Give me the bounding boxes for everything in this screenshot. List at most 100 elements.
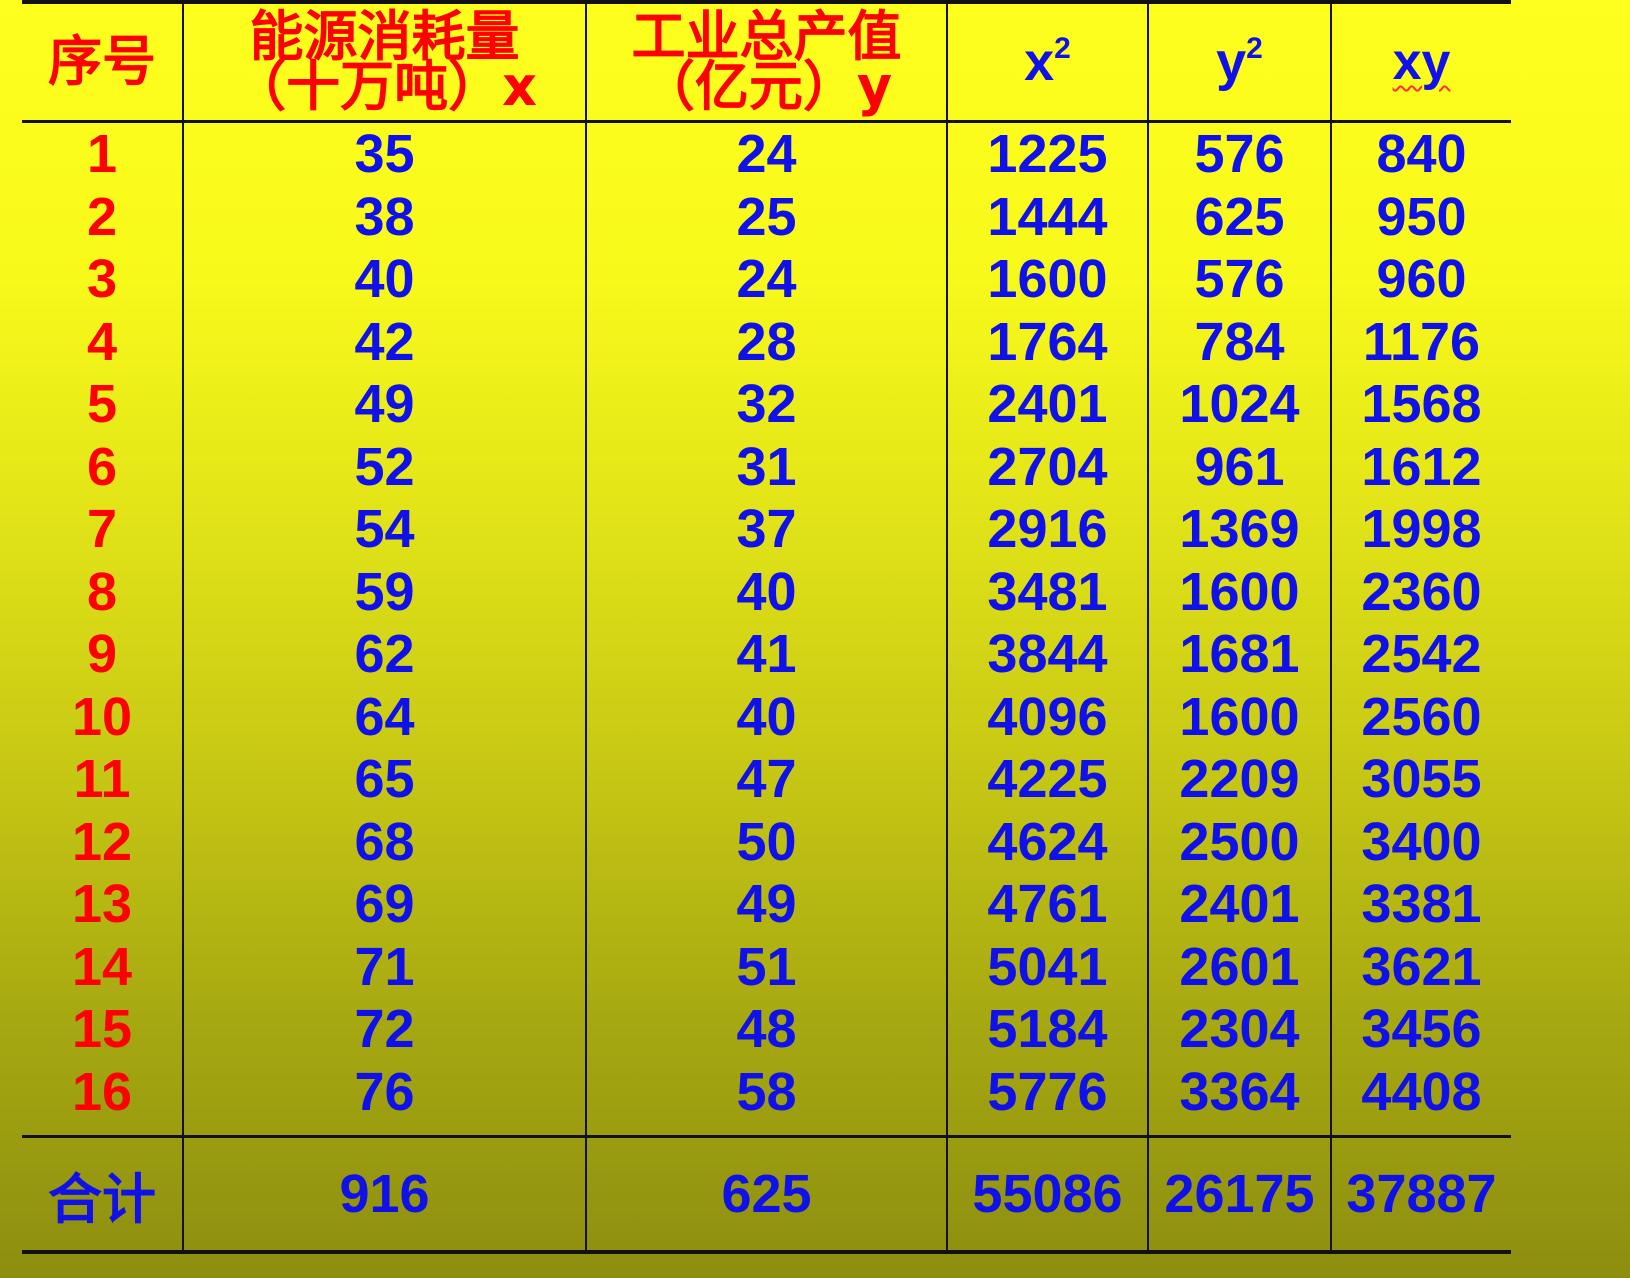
cell-index: 16: [22, 1060, 184, 1137]
cell-xy: 4408: [1330, 1060, 1511, 1137]
cell-index: 6: [22, 435, 184, 498]
cell-y2: 625: [1147, 185, 1332, 248]
cell-x2: 4761: [946, 873, 1149, 936]
table-row: 8 59 40 3481 1600 2360: [22, 560, 1511, 623]
table-row: 14 71 51 5041 2601 3621: [22, 935, 1511, 998]
cell-x: 64: [182, 685, 587, 748]
cell-xy: 1176: [1330, 310, 1511, 373]
cell-y2: 1024: [1147, 373, 1332, 436]
cell-index: 3: [22, 248, 184, 311]
cell-x: 52: [182, 435, 587, 498]
cell-x: 59: [182, 560, 587, 623]
header-y2: y2: [1147, 0, 1332, 123]
header-x2-exponent: 2: [1054, 32, 1071, 65]
cell-xy: 1998: [1330, 498, 1511, 561]
cell-y2: 1600: [1147, 685, 1332, 748]
cell-y2: 784: [1147, 310, 1332, 373]
cell-index: 8: [22, 560, 184, 623]
cell-y: 40: [585, 685, 948, 748]
cell-y: 31: [585, 435, 948, 498]
header-xy-label: xy: [1392, 33, 1451, 91]
cell-y: 41: [585, 623, 948, 686]
header-x2-base: x: [1024, 32, 1055, 92]
cell-y2: 576: [1147, 248, 1332, 311]
header-index-label: 序号: [48, 30, 156, 93]
data-table: 序号 能源消耗量 （十万吨）x 工业总产值 （亿元）y x2 y2 xy: [22, 0, 1511, 1254]
cell-x2: 5041: [946, 935, 1149, 998]
cell-xy: 2542: [1330, 623, 1511, 686]
cell-y: 58: [585, 1060, 948, 1137]
cell-index: 2: [22, 185, 184, 248]
total-x: 916: [182, 1135, 587, 1254]
cell-xy: 1568: [1330, 373, 1511, 436]
table-row: 4 42 28 1764 784 1176: [22, 310, 1511, 373]
cell-x2: 4225: [946, 748, 1149, 811]
cell-x2: 1444: [946, 185, 1149, 248]
cell-x: 38: [182, 185, 587, 248]
cell-y: 32: [585, 373, 948, 436]
cell-x2: 1225: [946, 121, 1149, 186]
cell-y: 28: [585, 310, 948, 373]
cell-index: 5: [22, 373, 184, 436]
cell-x: 76: [182, 1060, 587, 1137]
cell-xy: 960: [1330, 248, 1511, 311]
header-xy: xy: [1330, 0, 1511, 123]
total-xy: 37887: [1330, 1135, 1511, 1254]
header-y2-exponent: 2: [1246, 32, 1263, 65]
total-label: 合计: [22, 1135, 184, 1254]
cell-xy: 3456: [1330, 998, 1511, 1061]
total-y: 625: [585, 1135, 948, 1254]
cell-x: 49: [182, 373, 587, 436]
table-row: 12 68 50 4624 2500 3400: [22, 810, 1511, 873]
table-row: 6 52 31 2704 961 1612: [22, 435, 1511, 498]
cell-y2: 1600: [1147, 560, 1332, 623]
cell-y: 51: [585, 935, 948, 998]
header-x2-label: x2: [1024, 32, 1071, 92]
cell-y2: 1681: [1147, 623, 1332, 686]
cell-x: 71: [182, 935, 587, 998]
cell-y2: 3364: [1147, 1060, 1332, 1137]
cell-xy: 2560: [1330, 685, 1511, 748]
cell-x: 62: [182, 623, 587, 686]
table-row: 10 64 40 4096 1600 2560: [22, 685, 1511, 748]
cell-x: 72: [182, 998, 587, 1061]
table-row: 2 38 25 1444 625 950: [22, 185, 1511, 248]
cell-y2: 2601: [1147, 935, 1332, 998]
cell-xy: 950: [1330, 185, 1511, 248]
cell-x2: 1764: [946, 310, 1149, 373]
total-y2: 26175: [1147, 1135, 1332, 1254]
cell-index: 4: [22, 310, 184, 373]
cell-x: 40: [182, 248, 587, 311]
cell-index: 7: [22, 498, 184, 561]
cell-x: 69: [182, 873, 587, 936]
cell-y: 24: [585, 248, 948, 311]
cell-x2: 4624: [946, 810, 1149, 873]
cell-y: 40: [585, 560, 948, 623]
cell-xy: 3621: [1330, 935, 1511, 998]
cell-xy: 3400: [1330, 810, 1511, 873]
cell-index: 12: [22, 810, 184, 873]
cell-xy: 2360: [1330, 560, 1511, 623]
cell-index: 13: [22, 873, 184, 936]
table-row: 1 35 24 1225 576 840: [22, 121, 1511, 186]
header-y-line2: （亿元）y: [640, 55, 893, 118]
cell-y: 37: [585, 498, 948, 561]
cell-xy: 840: [1330, 121, 1511, 186]
cell-y2: 2209: [1147, 748, 1332, 811]
cell-y: 47: [585, 748, 948, 811]
header-index: 序号: [22, 0, 184, 123]
cell-index: 14: [22, 935, 184, 998]
cell-y: 48: [585, 998, 948, 1061]
cell-y2: 1369: [1147, 498, 1332, 561]
header-y2-base: y: [1216, 32, 1247, 92]
cell-y2: 2304: [1147, 998, 1332, 1061]
cell-x2: 5776: [946, 1060, 1149, 1137]
cell-xy: 1612: [1330, 435, 1511, 498]
header-y2-label: y2: [1216, 32, 1263, 92]
cell-y: 49: [585, 873, 948, 936]
cell-x2: 2401: [946, 373, 1149, 436]
cell-xy: 3381: [1330, 873, 1511, 936]
header-x2: x2: [946, 0, 1149, 123]
table-body: 1 35 24 1225 576 840 2 38 25 1444 625 950 3 40 24 1600 5…: [22, 121, 1511, 1137]
